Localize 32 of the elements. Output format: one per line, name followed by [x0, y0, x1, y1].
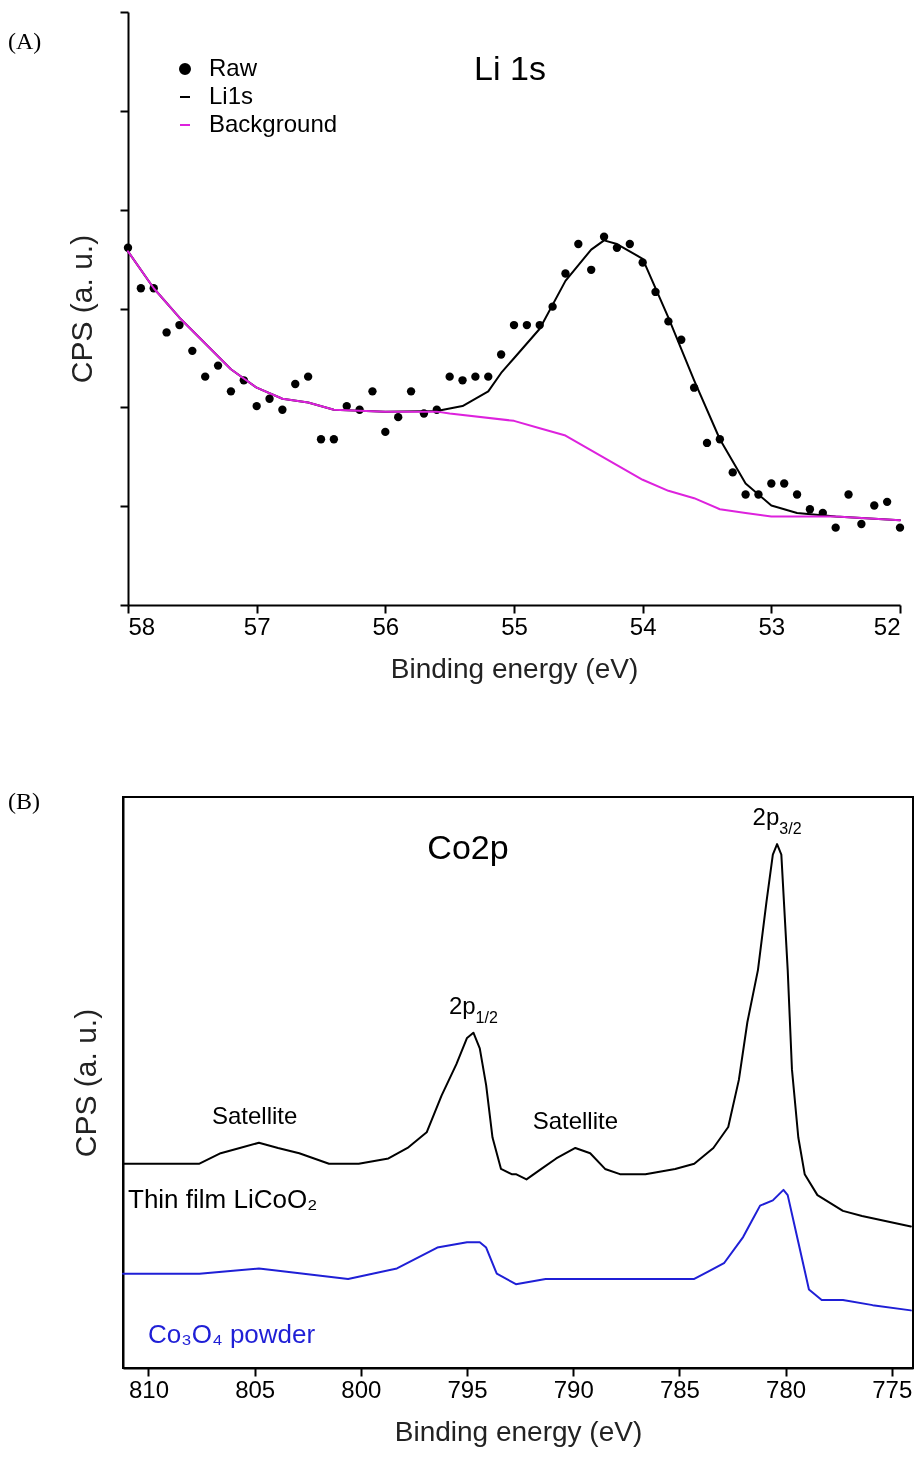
- legend-label: Background: [209, 110, 338, 137]
- text: (A): [8, 28, 42, 54]
- x-tick-label: 55: [501, 612, 528, 640]
- chart-title: Co2p: [427, 828, 509, 866]
- series-label: Thin film LiCoO₂: [128, 1184, 318, 1214]
- legend-label: Raw: [209, 54, 258, 81]
- x-axis-title: Binding energy (eV): [390, 652, 639, 684]
- x-tick-label: 810: [128, 1375, 170, 1403]
- x-tick-label: 53: [758, 612, 786, 640]
- x-tick-label: 58: [128, 612, 156, 640]
- annotation: 2p$_{3/2}$: [752, 803, 802, 837]
- x-tick-label: 52: [873, 612, 901, 640]
- x-tick-label: 790: [553, 1375, 594, 1403]
- x-tick-label: 57: [243, 612, 271, 640]
- x-tick-label: 795: [447, 1375, 488, 1403]
- x-tick-label: 805: [235, 1375, 276, 1403]
- series-label: Co₃O₄ powder: [148, 1319, 316, 1349]
- legend-label: Li1s: [209, 82, 254, 109]
- y-axis-title: CPS (a. u.): [68, 1008, 102, 1158]
- y-axis-title: CPS (a. u.): [64, 234, 98, 384]
- annotation: Satellite: [211, 1101, 298, 1129]
- x-tick-label: 800: [341, 1375, 382, 1403]
- annotation: 2p$_{1/2}$: [448, 991, 498, 1026]
- text: (B): [8, 788, 40, 814]
- x-tick-label: 56: [372, 612, 400, 640]
- x-axis-title: Binding energy (eV): [394, 1415, 643, 1447]
- x-tick-label: 780: [766, 1375, 807, 1403]
- x-tick-label: 785: [659, 1375, 700, 1403]
- chart-title: Li 1s: [474, 49, 546, 87]
- x-tick-label: 775: [872, 1375, 913, 1403]
- x-tick-label: 54: [629, 612, 657, 640]
- annotation: Satellite: [532, 1106, 619, 1134]
